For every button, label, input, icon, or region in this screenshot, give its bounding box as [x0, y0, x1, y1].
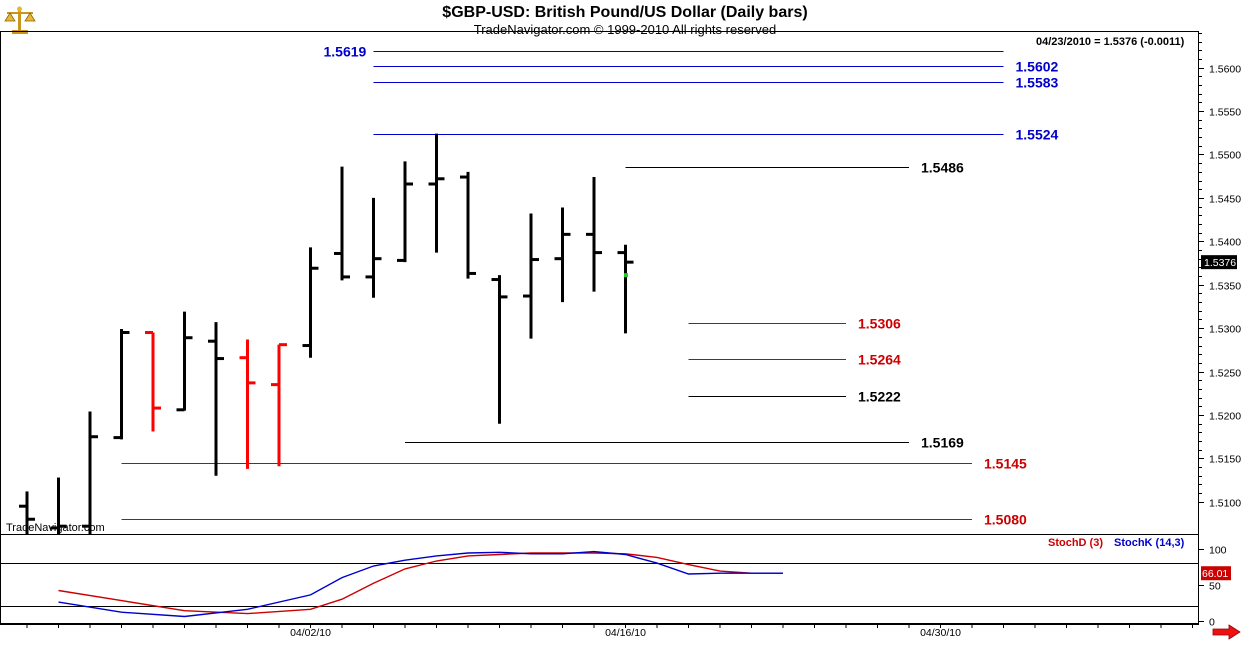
- stoch-d-legend: StochD (3): [1048, 537, 1103, 549]
- price-tick-label: 1.5550: [1209, 107, 1241, 119]
- ohlc-bar: [523, 213, 539, 339]
- watermark: TradeNavigator.com: [6, 522, 105, 534]
- price-tick-label: 1.5500: [1209, 150, 1241, 162]
- ohlc-bar: [586, 177, 602, 292]
- ohlc-bar: [19, 491, 35, 534]
- ohlc-bar: [208, 322, 224, 476]
- last-price-badge: [1201, 255, 1237, 270]
- price-tick-label: 1.5350: [1209, 281, 1241, 293]
- ohlc-bar: [145, 331, 161, 432]
- ohlc-bar: [397, 161, 413, 263]
- stochastic-axis: 100 50 0 66.01: [1199, 545, 1231, 629]
- price-tick-label: 1.5450: [1209, 194, 1241, 206]
- date-tick-label: 04/02/10: [290, 627, 331, 639]
- stochastic-reference-lines: [1, 563, 1199, 607]
- ohlc-bar: [271, 343, 287, 467]
- stoch-tick-label: 100: [1209, 545, 1227, 557]
- price-tick-label: 1.5200: [1209, 411, 1241, 423]
- ohlc-bar: [617, 244, 634, 334]
- price-axis: 1.5100 1.5150 1.5200 1.5250 1.5300 1.5350 1.54…: [1199, 33, 1241, 510]
- level-label: 1.5222: [858, 389, 901, 405]
- scroll-right-arrow-icon[interactable]: [1212, 624, 1242, 640]
- ohlc-bar: [239, 339, 256, 469]
- level-label: 1.5145: [984, 456, 1027, 472]
- current-bar-marker: [624, 273, 628, 278]
- ohlc-bar: [113, 329, 130, 440]
- ohlc-bar: [554, 207, 571, 303]
- copyright-notice: TradeNavigator.com © 1999-2010 All right…: [473, 22, 777, 37]
- price-tick-label: 1.5150: [1209, 454, 1241, 466]
- stoch-last-badge: [1201, 566, 1231, 581]
- ohlc-bar: [428, 133, 445, 253]
- last-quote: 04/23/2010 = 1.5376 (-0.0011): [1036, 36, 1185, 48]
- stoch-d-line: [58, 552, 783, 615]
- ohlc-bar: [334, 166, 350, 281]
- level-label: 1.5306: [858, 316, 901, 332]
- stoch-k-legend: StochK (14,3): [1114, 537, 1185, 549]
- level-label: 1.5583: [1016, 75, 1059, 91]
- ohlc-bar: [176, 311, 193, 412]
- ohlc-bar: [302, 247, 319, 358]
- stochastic-panel-frame: [0, 534, 1199, 624]
- ohlc-bar: [460, 171, 476, 279]
- price-tick-label: 1.5300: [1209, 324, 1241, 336]
- level-label: 1.5169: [921, 435, 964, 451]
- level-label: 1.5602: [1016, 59, 1059, 75]
- level-label: 1.5619: [324, 44, 367, 60]
- price-bars: [19, 133, 634, 534]
- stoch-last-label: 66.01: [1202, 568, 1228, 580]
- level-label: 1.5524: [1016, 127, 1059, 143]
- ohlc-bar: [365, 197, 382, 298]
- level-label: 1.5486: [921, 160, 964, 176]
- price-tick-label: 1.5600: [1209, 64, 1241, 76]
- price-tick-label: 1.5100: [1209, 498, 1241, 510]
- chart-title: $GBP-USD: British Pound/US Dollar (Daily…: [442, 4, 808, 21]
- stochastic-lines: [58, 550, 783, 618]
- ohlc-bar: [82, 411, 98, 534]
- date-axis: 04/02/10 04/16/10 04/30/10: [0, 624, 1199, 639]
- level-label: 1.5080: [984, 512, 1027, 528]
- date-tick-label: 04/30/10: [920, 627, 961, 639]
- ohlc-bar: [491, 275, 508, 424]
- last-price-label: 1.5376: [1204, 257, 1236, 269]
- ohlc-bar: [50, 477, 67, 534]
- stoch-k-line: [58, 550, 783, 618]
- level-label: 1.5264: [858, 352, 901, 368]
- price-tick-label: 1.5250: [1209, 368, 1241, 380]
- stoch-tick-label: 0: [1209, 617, 1215, 629]
- price-tick-label: 1.5400: [1209, 237, 1241, 249]
- date-tick-label: 04/16/10: [605, 627, 646, 639]
- stoch-tick-label: 50: [1209, 581, 1221, 593]
